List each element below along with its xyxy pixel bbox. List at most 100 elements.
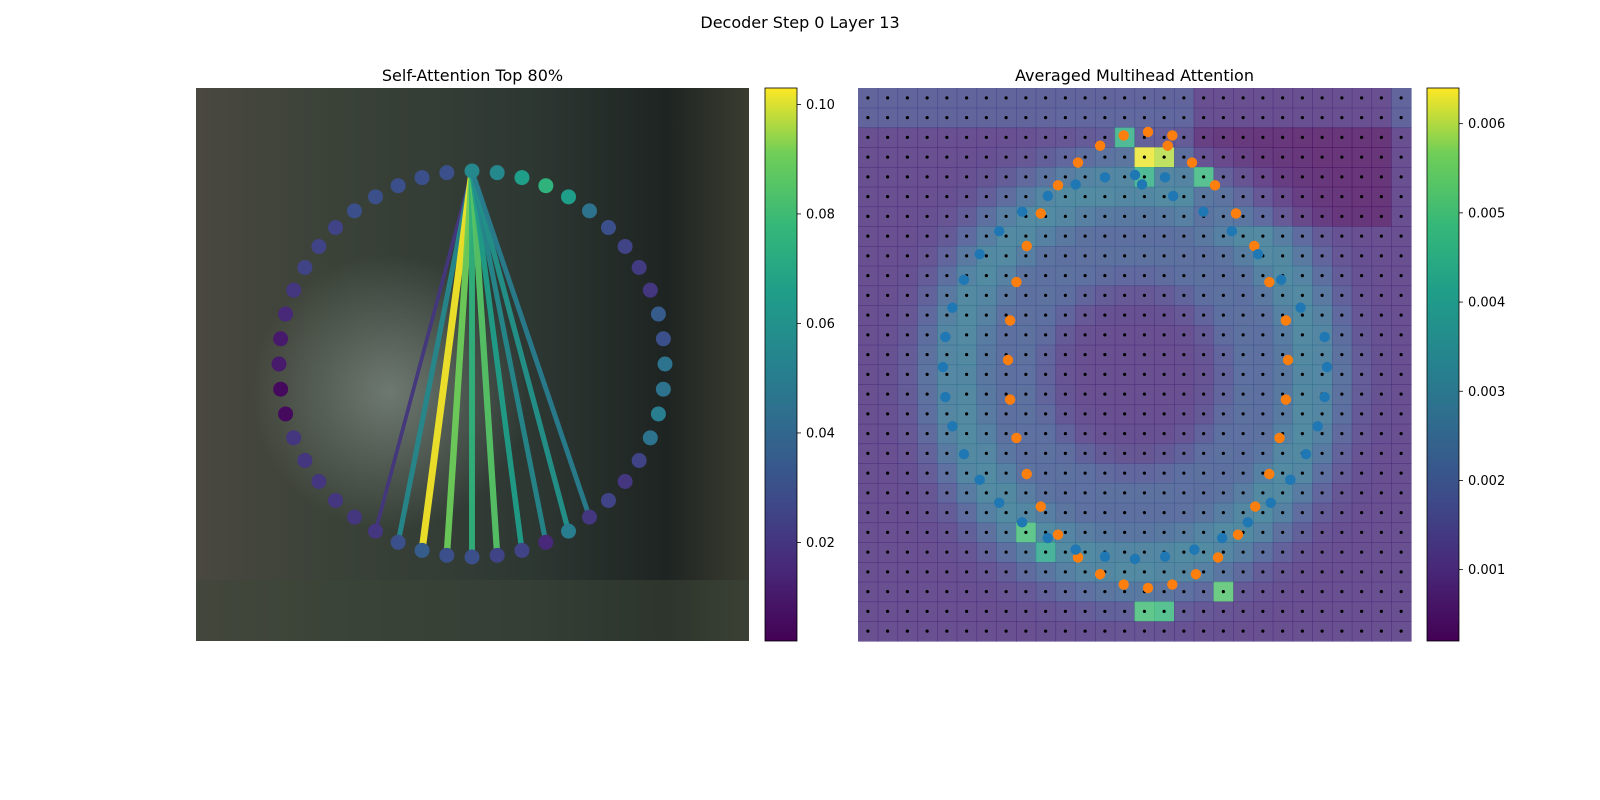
ring-point-27 — [286, 430, 302, 446]
left-colorbar-tick-label: 0.02 — [806, 536, 835, 551]
ring-point-6 — [600, 220, 616, 236]
blue-series-point — [1016, 517, 1028, 528]
ring-point-29 — [311, 473, 327, 489]
left-colorbar-tick-label: 0.06 — [806, 317, 835, 332]
ring-point-5 — [617, 239, 633, 255]
blue-series-point — [1099, 172, 1111, 183]
left-colorbar-tick-label: 0.08 — [806, 207, 835, 222]
ring-point-38 — [514, 542, 530, 558]
blue-series-point — [1285, 474, 1296, 486]
ring-point-15 — [390, 178, 406, 194]
blue-series-point — [1070, 544, 1081, 555]
blue-series-point — [1042, 532, 1054, 544]
blue-series-point — [1252, 248, 1264, 260]
attention-edge-38 — [469, 170, 525, 551]
right-colorbar-tick-label: 0.005 — [1468, 206, 1505, 221]
left-panel-title: Self-Attention Top 80% — [381, 66, 564, 85]
orange-series-point — [1232, 529, 1244, 540]
ring-point-10 — [514, 170, 530, 186]
blue-series-point — [1242, 517, 1254, 528]
blue-series-point — [1295, 302, 1306, 313]
ring-point-16 — [368, 189, 383, 205]
orange-series-point — [1190, 569, 1202, 580]
orange-series-point — [1230, 208, 1242, 219]
blue-series-point — [958, 448, 970, 460]
blue-series-point — [1167, 190, 1179, 202]
ring-point-44 — [631, 453, 647, 468]
ring-point-47 — [655, 381, 671, 397]
ring-point-45 — [642, 430, 658, 446]
blue-series-point — [1312, 421, 1323, 432]
orange-series-point — [1186, 157, 1198, 168]
right-colorbar-tick-label: 0.002 — [1468, 474, 1505, 489]
ring-point-39 — [538, 534, 554, 550]
blue-series-point — [1319, 391, 1330, 403]
orange-series-point — [1011, 276, 1022, 288]
ring-point-3 — [642, 282, 658, 298]
blue-series-point — [958, 274, 970, 286]
right-panel-title: Averaged Multihead Attention — [1015, 66, 1254, 85]
ring-point-19 — [311, 239, 327, 255]
ring-point-43 — [617, 473, 633, 489]
blue-series-point — [937, 361, 949, 373]
ring-point-18 — [328, 220, 344, 236]
blue-series-point — [1198, 206, 1209, 217]
ring-point-23 — [273, 331, 289, 347]
orange-series-point — [1280, 394, 1292, 405]
ring-point-36 — [464, 549, 480, 565]
orange-series-point — [1142, 582, 1154, 594]
blue-series-point — [1129, 169, 1141, 181]
blue-series-point — [974, 248, 985, 260]
blue-series-point — [974, 474, 985, 486]
orange-series-point — [1167, 130, 1178, 141]
attention-edge-33 — [395, 170, 475, 543]
ring-point-22 — [278, 306, 294, 322]
blue-series-point — [940, 331, 951, 343]
orange-series-point — [1052, 529, 1064, 540]
orange-series-point — [1035, 501, 1046, 512]
orange-series-point — [1249, 240, 1260, 252]
blue-series-point — [1265, 497, 1276, 508]
ring-point-9 — [538, 178, 554, 194]
blue-series-point — [1016, 206, 1028, 217]
right-colorbar-tick-label: 0.001 — [1468, 563, 1505, 578]
orange-series-point — [1072, 552, 1084, 563]
ring-point-42 — [600, 492, 616, 508]
blue-series-point — [1300, 448, 1312, 460]
ring-point-20 — [297, 260, 313, 275]
ring-point-21 — [286, 282, 302, 298]
ring-point-11 — [489, 165, 505, 181]
ring-point-40 — [561, 523, 576, 539]
attention-edge-35 — [443, 170, 476, 556]
orange-series-point — [1021, 468, 1032, 480]
orange-series-point — [1118, 130, 1129, 141]
orange-series-point — [1162, 140, 1173, 151]
right-colorbar-tick-label: 0.006 — [1468, 117, 1505, 132]
blue-series-point — [1159, 551, 1171, 562]
orange-series-point — [1004, 315, 1016, 326]
attention-edge-32 — [373, 170, 474, 532]
orange-series-point — [1142, 126, 1154, 138]
ring-point-30 — [328, 492, 344, 508]
ring-point-4 — [631, 260, 647, 275]
orange-series-point — [1282, 354, 1294, 366]
attention-edge-34 — [418, 170, 476, 551]
blue-series-point — [1216, 532, 1228, 544]
ring-point-37 — [489, 547, 505, 563]
ring-point-0 — [657, 356, 673, 372]
blue-series-point — [1226, 226, 1238, 237]
blue-series-point — [1189, 544, 1200, 555]
ring-point-7 — [581, 203, 597, 219]
ring-point-25 — [273, 381, 289, 397]
ring-point-35 — [439, 547, 455, 563]
orange-series-point — [1167, 579, 1178, 590]
right-colorbar-tick-label: 0.003 — [1468, 385, 1505, 400]
orange-series-point — [1052, 180, 1064, 191]
blue-series-point — [1159, 172, 1171, 183]
ring-point-17 — [347, 203, 363, 219]
ring-point-2 — [650, 306, 666, 322]
orange-series-point — [1002, 354, 1014, 366]
ring-point-41 — [581, 509, 597, 525]
blue-series-point — [1042, 190, 1054, 202]
